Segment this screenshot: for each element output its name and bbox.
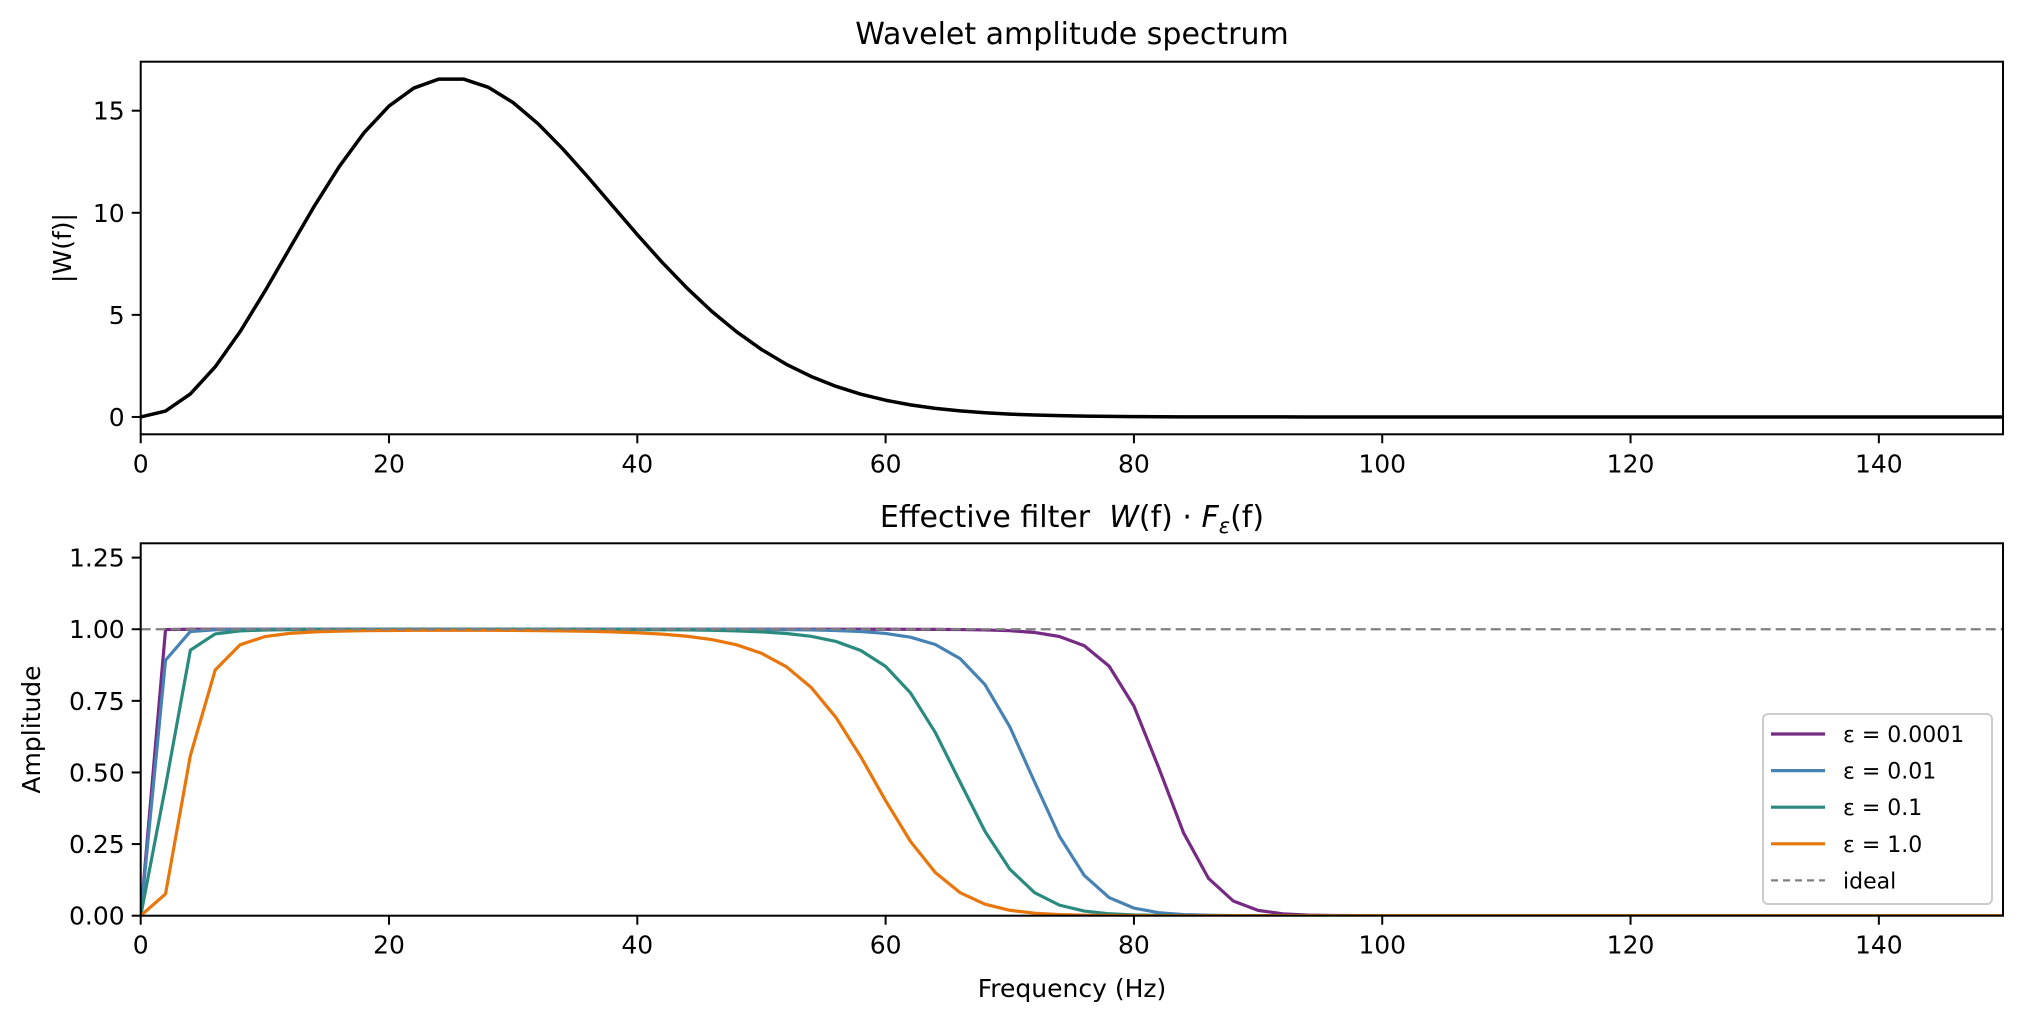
effective-filter-axes: Effective filter W(f) · Fε(f) 0 20 40 60 80 1…: [17, 500, 2005, 1003]
effective-filter-y-label: Amplitude: [17, 665, 46, 793]
y-tick-label: 0.00: [69, 902, 125, 931]
legend-label: ε = 1.0: [1843, 833, 1922, 858]
effective-filter-y-ticks: 0.00 0.25 0.50 0.75 1.00 1.25: [69, 544, 141, 931]
y-tick-label: 0: [109, 403, 125, 432]
x-tick-label: 40: [621, 449, 653, 478]
wavelet-spectrum-line: [140, 77, 2003, 419]
wavelet-spectrum-x-ticks: 0 20 40 60 80 100 120 140: [133, 434, 1903, 478]
x-tick-label: 120: [1607, 449, 1655, 478]
y-tick-label: 0.50: [69, 758, 125, 787]
title-math-subscript: ε: [1219, 514, 1230, 538]
x-tick-label: 60: [870, 449, 902, 478]
legend: ε = 0.0001 ε = 0.01 ε = 0.1 ε = 1.0 ideal: [1762, 713, 1993, 905]
x-tick-label: 140: [1855, 931, 1903, 960]
y-tick-label: 0.75: [69, 687, 125, 716]
wavelet-spectrum-y-ticks: 0 5 10 15: [93, 97, 141, 432]
y-tick-label: 10: [93, 199, 125, 228]
title-math-w: W: [1109, 500, 1140, 535]
x-tick-label: 120: [1607, 931, 1655, 960]
legend-label: ε = 0.01: [1843, 760, 1936, 785]
x-tick-label: 0: [133, 931, 149, 960]
legend-label: ε = 0.1: [1843, 796, 1922, 821]
y-tick-label: 5: [109, 301, 125, 330]
x-tick-label: 20: [373, 931, 405, 960]
legend-label: ε = 0.0001: [1843, 723, 1964, 748]
wavelet-spectrum-y-label: |W(f)|: [48, 213, 77, 283]
x-tick-label: 0: [133, 449, 149, 478]
y-tick-label: 1.00: [69, 615, 125, 644]
effective-filter-frame: [139, 542, 2005, 917]
wavelet-spectrum-title: Wavelet amplitude spectrum: [855, 17, 1289, 52]
wavelet-spectrum-frame: [139, 60, 2005, 436]
effective-filter-x-ticks: 0 20 40 60 80 100 120 140: [133, 915, 1903, 960]
x-tick-label: 60: [870, 931, 902, 960]
title-math-dot: ·: [1173, 500, 1202, 535]
y-tick-label: 15: [93, 97, 125, 126]
y-tick-label: 1.25: [69, 544, 125, 573]
legend-label: ideal: [1843, 869, 1896, 894]
x-tick-label: 80: [1118, 931, 1150, 960]
x-tick-label: 80: [1118, 449, 1150, 478]
title-math-f2: (f): [1230, 500, 1264, 535]
title-math-F: F: [1201, 500, 1219, 535]
effective-filter-x-label: Frequency (Hz): [978, 974, 1167, 1003]
x-tick-label: 100: [1358, 449, 1406, 478]
x-tick-label: 100: [1358, 931, 1406, 960]
effective-filter-title-prefix: Effective filter: [880, 500, 1109, 535]
x-tick-label: 40: [621, 931, 653, 960]
wavelet-spectrum-axes: Wavelet amplitude spectrum 0 20 40 60 80 100 1…: [48, 17, 2005, 478]
effective-filter-title: Effective filter W(f) · Fε(f): [880, 500, 1264, 538]
legend-frame: [1762, 713, 1993, 905]
title-math-f1: (f): [1139, 500, 1173, 535]
y-tick-label: 0.25: [69, 830, 125, 859]
wavelet-spectrum-plot-area: [140, 77, 2003, 419]
x-tick-label: 140: [1855, 449, 1903, 478]
x-tick-label: 20: [373, 449, 405, 478]
